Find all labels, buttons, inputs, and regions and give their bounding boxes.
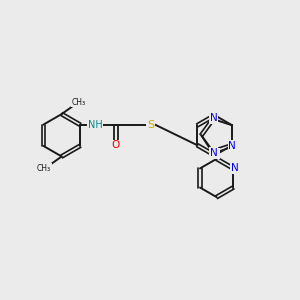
Text: CH₃: CH₃ xyxy=(37,164,51,173)
Text: N: N xyxy=(210,113,218,123)
Text: S: S xyxy=(147,120,154,130)
Text: CH₃: CH₃ xyxy=(72,98,86,106)
Text: N: N xyxy=(212,149,219,159)
Text: N: N xyxy=(210,148,218,158)
Text: N: N xyxy=(228,141,236,151)
Text: NH: NH xyxy=(88,120,103,130)
Text: N: N xyxy=(231,164,239,173)
Text: O: O xyxy=(112,140,120,150)
